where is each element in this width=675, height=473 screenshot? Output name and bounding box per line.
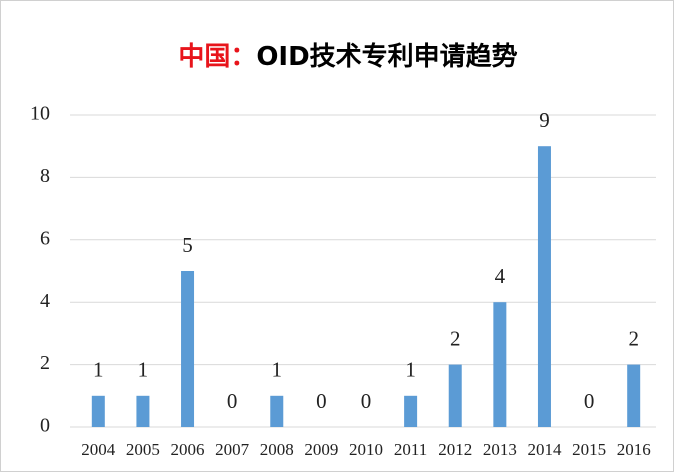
data-label: 5	[182, 233, 193, 257]
x-tick-label: 2015	[572, 440, 606, 459]
x-tick-label: 2012	[438, 440, 472, 459]
x-tick-label: 2011	[394, 440, 427, 459]
chart-title: 中国：OID技术专利申请趋势	[178, 42, 517, 72]
bar	[404, 395, 418, 427]
x-tick-label: 2006	[171, 440, 205, 459]
data-label: 2	[628, 326, 639, 350]
data-label: 1	[93, 358, 104, 382]
title-part: OID技术专利申请趋势	[256, 42, 517, 72]
data-label: 0	[361, 389, 372, 413]
data-label: 9	[539, 108, 550, 132]
data-label: 2	[450, 326, 461, 350]
x-tick-label: 2008	[260, 440, 294, 459]
data-label: 0	[584, 389, 595, 413]
y-tick-label: 2	[40, 352, 50, 374]
data-label: 0	[316, 389, 327, 413]
y-tick-label: 4	[40, 290, 50, 312]
bar	[448, 364, 462, 427]
data-label: 1	[138, 358, 149, 382]
data-label: 4	[495, 264, 506, 288]
bar	[91, 395, 105, 427]
x-tick-label: 2014	[527, 440, 562, 459]
y-tick-label: 8	[40, 165, 50, 187]
bar	[136, 395, 150, 427]
x-tick-label: 2010	[349, 440, 383, 459]
y-tick-label: 10	[30, 103, 50, 125]
bar	[181, 271, 195, 427]
data-label: 1	[405, 358, 416, 382]
data-label: 1	[272, 358, 283, 382]
bar	[537, 146, 551, 427]
x-tick-label: 2004	[81, 440, 116, 459]
y-tick-label: 6	[40, 227, 50, 249]
bar	[493, 302, 507, 427]
x-tick-label: 2013	[483, 440, 517, 459]
bar	[270, 395, 284, 427]
data-label: 0	[227, 389, 238, 413]
x-tick-label: 2009	[304, 440, 338, 459]
x-tick-label: 2007	[215, 440, 250, 459]
bar	[627, 364, 641, 427]
title-part: 中国：	[178, 42, 256, 72]
y-tick-label: 0	[40, 415, 50, 437]
x-tick-label: 2005	[126, 440, 160, 459]
x-tick-label: 2016	[617, 440, 651, 459]
